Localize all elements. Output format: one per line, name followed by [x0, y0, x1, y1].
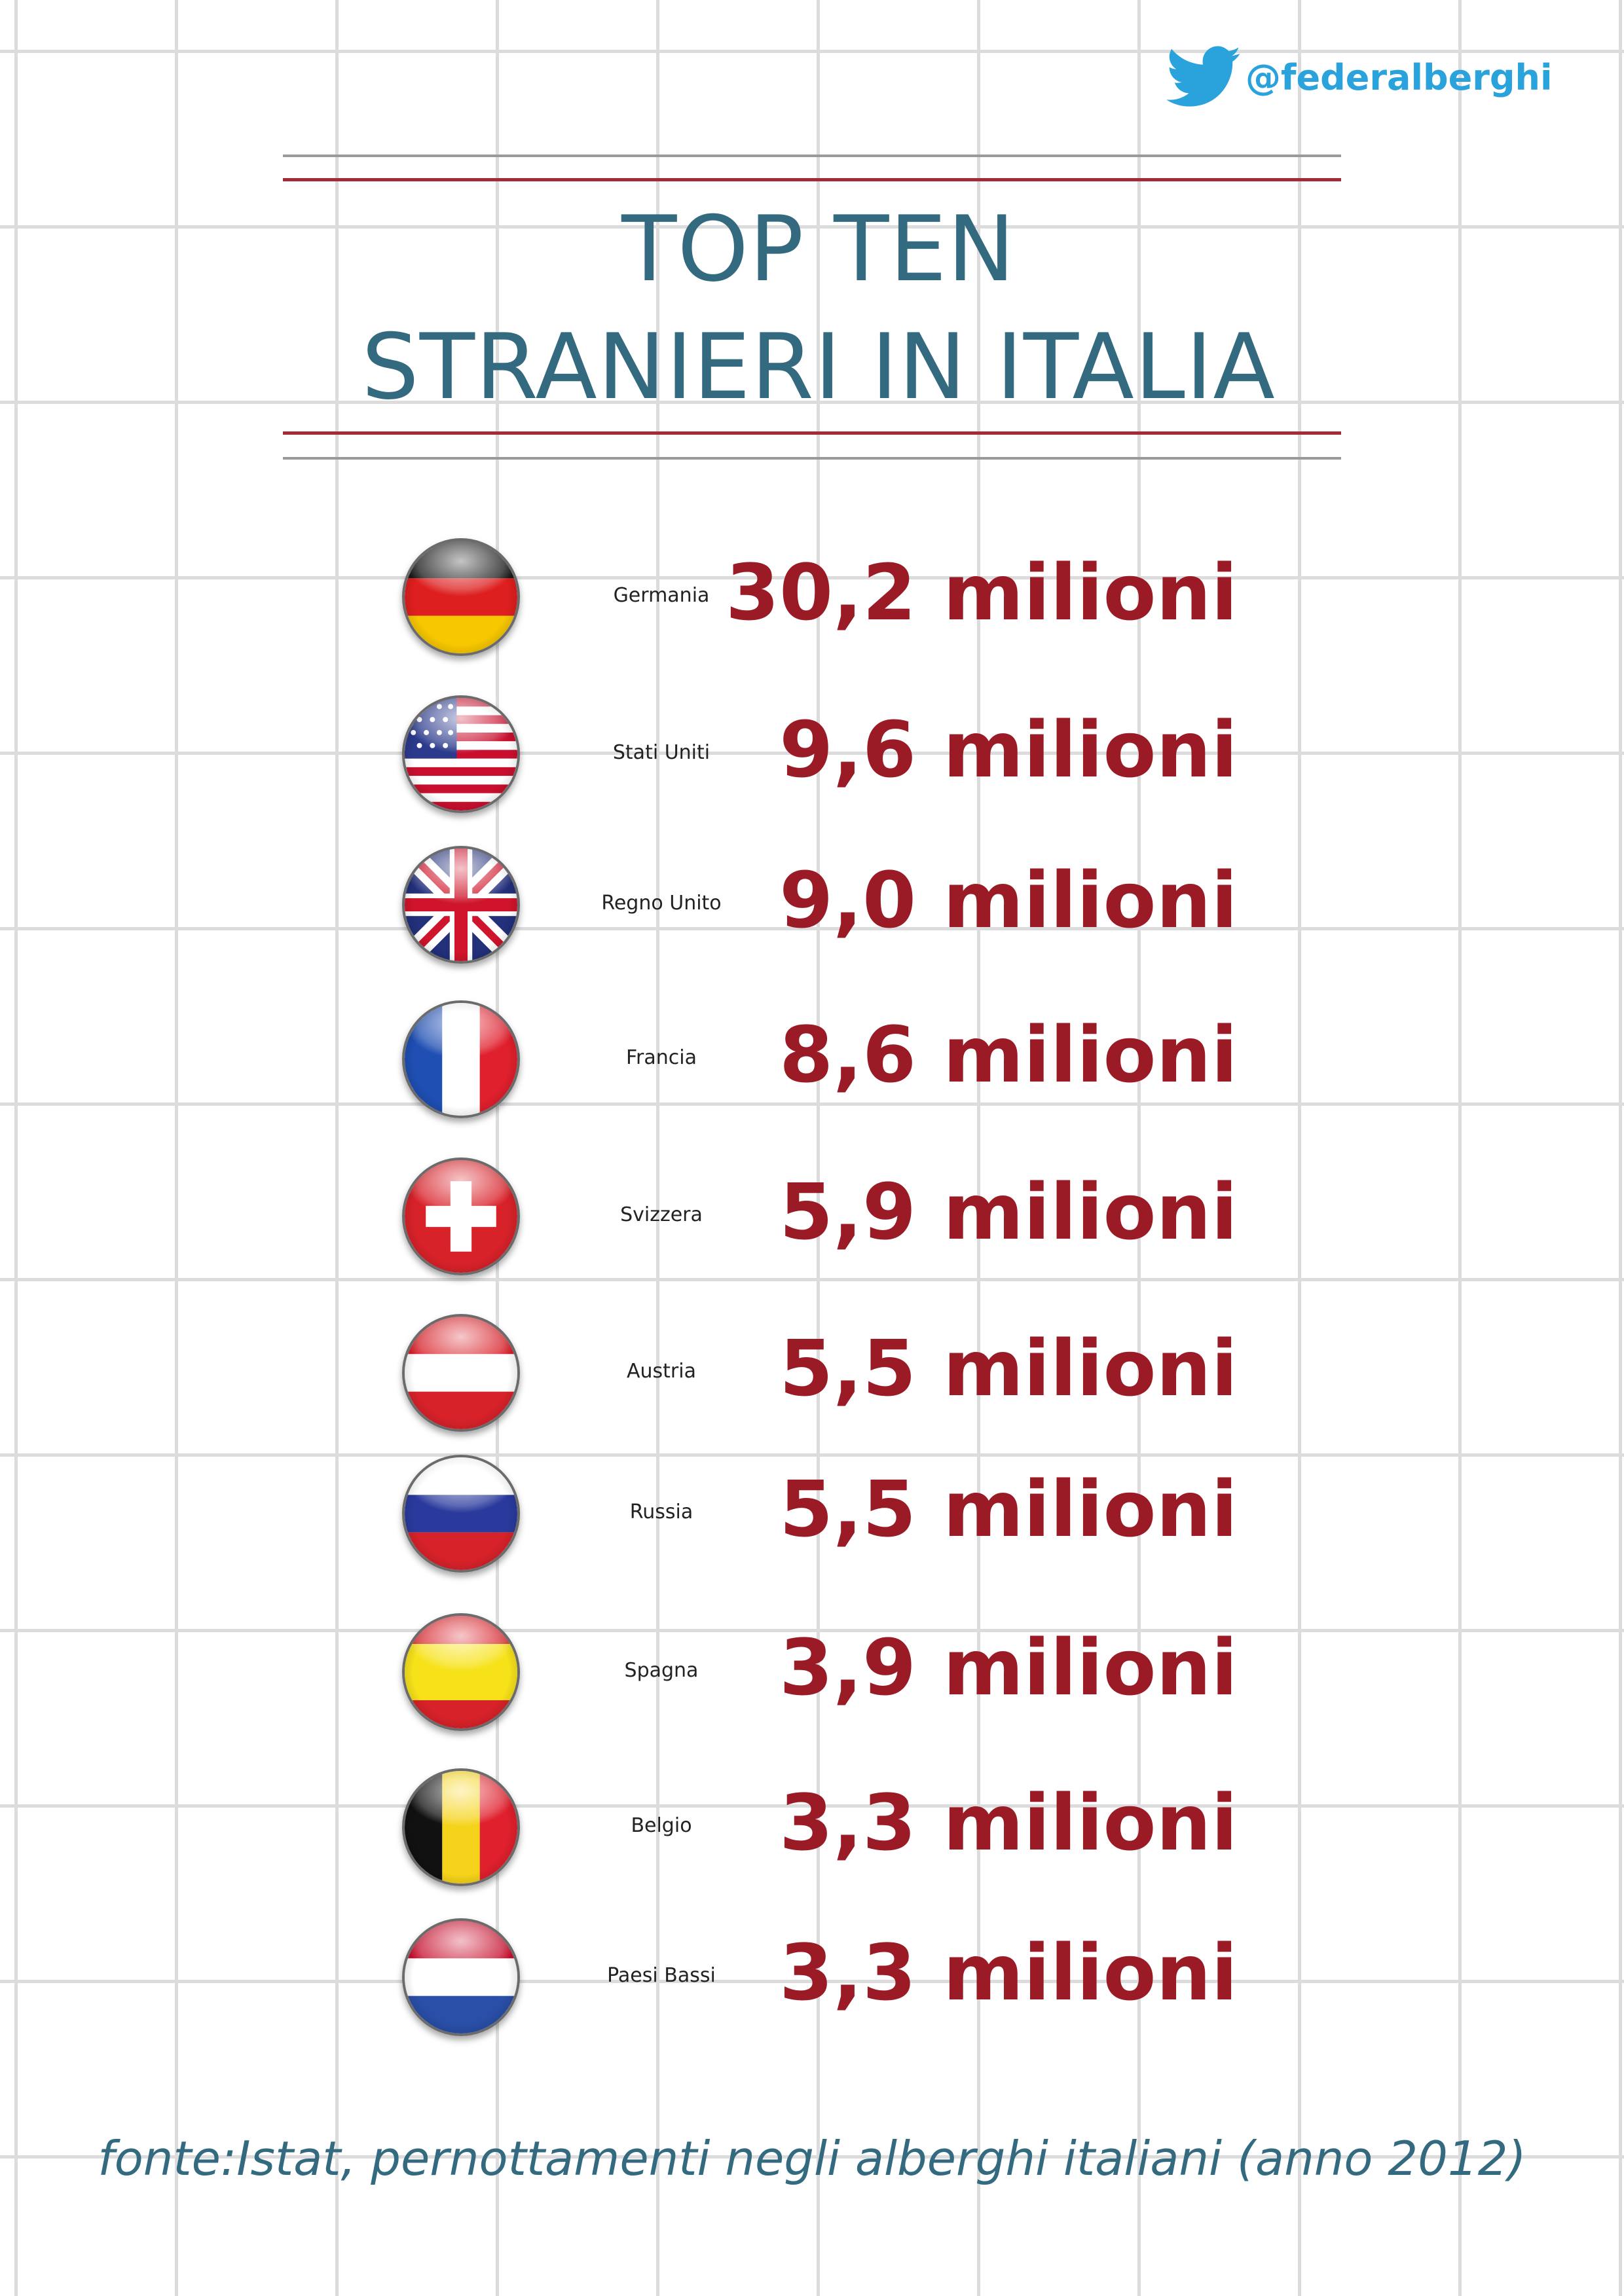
overnight-stays-value: 30,2 milioni: [725, 547, 1238, 638]
usa-flag-icon: [402, 695, 520, 813]
twitter-bird-icon: [1166, 46, 1241, 107]
country-name: Svizzera: [620, 1203, 703, 1226]
title-rule-bottom-red: [283, 431, 1341, 435]
austria-flag-icon: [402, 1314, 520, 1432]
ranking-row: Russia 5,5 milioni: [0, 1448, 1624, 1579]
overnight-stays-value: 3,3 milioni: [779, 1777, 1238, 1868]
country-name: Francia: [625, 1046, 697, 1069]
title-rule-bottom-grey: [283, 457, 1341, 460]
overnight-stays-value: 5,5 milioni: [779, 1464, 1238, 1554]
spain-flag-icon: [402, 1613, 520, 1731]
ranking-row: Stati Uniti 9,6 milioni: [0, 689, 1624, 820]
ranking-row: Austria 5,5 milioni: [0, 1307, 1624, 1438]
ranking-row: Svizzera 5,9 milioni: [0, 1151, 1624, 1282]
ranking-row: Regno Unito 9,0 milioni: [0, 839, 1624, 970]
ranking-row: Francia 8,6 milioni: [0, 994, 1624, 1125]
country-name: Regno Unito: [601, 892, 722, 915]
overnight-stays-value: 8,6 milioni: [779, 1010, 1238, 1100]
overnight-stays-value: 9,6 milioni: [779, 704, 1238, 795]
russia-flag-icon: [402, 1455, 520, 1573]
country-name: Austria: [627, 1360, 696, 1383]
ranking-row: Paesi Bassi 3,3 milioni: [0, 1912, 1624, 2043]
germany-flag-icon: [402, 538, 520, 656]
ranking-row: Spagna 3,9 milioni: [0, 1607, 1624, 1738]
country-name: Russia: [629, 1501, 693, 1523]
ranking-row: Germania 30,2 milioni: [0, 532, 1624, 663]
country-name: Germania: [613, 584, 710, 607]
overnight-stays-value: 3,9 milioni: [779, 1622, 1238, 1713]
title-rule-top-red: [283, 178, 1341, 181]
title-rule-top-grey: [283, 155, 1341, 157]
overnight-stays-value: 5,9 milioni: [779, 1167, 1238, 1257]
belgium-flag-icon: [402, 1768, 520, 1886]
france-flag-icon: [402, 1000, 520, 1118]
uk-flag-icon: [402, 846, 520, 964]
page-title-line1: TOP TEN: [621, 196, 1016, 302]
ranking-row: Belgio 3,3 milioni: [0, 1762, 1624, 1893]
twitter-handle-text: @federalberghi: [1246, 56, 1553, 98]
country-name: Paesi Bassi: [607, 1964, 716, 1987]
twitter-handle[interactable]: @federalberghi: [1166, 45, 1553, 110]
overnight-stays-value: 9,0 milioni: [779, 855, 1238, 945]
overnight-stays-value: 5,5 milioni: [779, 1323, 1238, 1413]
page-title-line2: STRANIERI IN ITALIA: [361, 314, 1276, 420]
source-footnote: fonte:Istat, pernottamenti negli albergh…: [98, 2131, 1526, 2186]
overnight-stays-value: 3,3 milioni: [779, 1927, 1238, 2018]
country-name: Stati Uniti: [612, 741, 710, 764]
country-name: Belgio: [631, 1814, 692, 1837]
netherlands-flag-icon: [402, 1918, 520, 2036]
switzerland-flag-icon: [402, 1157, 520, 1275]
country-name: Spagna: [624, 1659, 699, 1682]
